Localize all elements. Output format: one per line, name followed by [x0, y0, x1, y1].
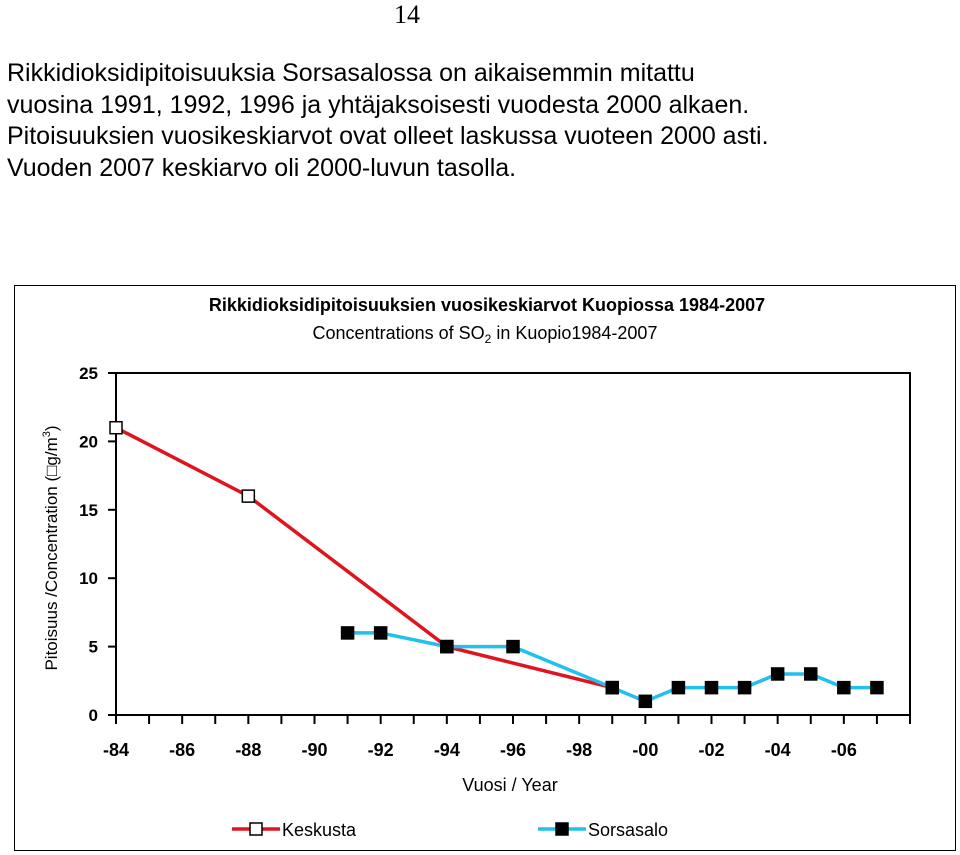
legend-marker: [249, 822, 263, 836]
y-tick-label: 10: [79, 569, 98, 588]
page-number: 14: [394, 0, 420, 29]
legend-label: Sorsasalo: [588, 820, 668, 840]
x-tick-label: -98: [566, 740, 592, 760]
legend-marker: [555, 822, 569, 836]
data-point-sorsasalo: [373, 626, 388, 640]
data-point-keskusta: [109, 420, 123, 435]
y-axis-label: Pitoisuus /Concentration (□g/m3): [41, 425, 61, 670]
data-point-sorsasalo: [804, 667, 818, 681]
paragraph-line: Rikkidioksidipitoisuuksia Sorsasalossa o…: [7, 59, 695, 87]
x-tick-label: -02: [698, 740, 724, 760]
paragraph-line: vuosina 1991, 1992, 1996 ja yhtäjaksoise…: [7, 90, 750, 119]
x-tick-label: -90: [301, 740, 327, 760]
x-tick-label: -04: [765, 740, 791, 760]
x-tick-label: -88: [235, 740, 261, 760]
data-point-sorsasalo: [870, 680, 884, 695]
data-point-sorsasalo: [340, 626, 355, 640]
y-tick-label: 25: [79, 364, 98, 383]
y-tick-label: 5: [89, 638, 98, 657]
data-point-keskusta: [241, 489, 256, 503]
data-point-sorsasalo: [506, 639, 520, 654]
paragraph-line: Vuoden 2007 keskiarvo oli 2000-luvun tas…: [7, 153, 517, 182]
x-axis-label: Vuosi / Year: [462, 775, 557, 795]
chart-subtitle: Concentrations of SO2 in Kuopio1984-2007: [313, 323, 658, 346]
data-point-sorsasalo: [770, 667, 785, 681]
data-point-sorsasalo: [671, 680, 686, 695]
x-tick-label: -96: [500, 740, 526, 760]
x-tick-label: -84: [103, 740, 129, 760]
series-line-keskusta: [115, 426, 613, 690]
x-tick-label: -06: [831, 740, 857, 760]
legend-label: Keskusta: [282, 820, 357, 840]
x-tick-label: -00: [632, 740, 658, 760]
intro-paragraph: Rikkidioksidipitoisuuksia Sorsasalossa o…: [7, 58, 952, 184]
y-tick-label: 20: [79, 432, 98, 451]
paragraph-line: Pitoisuuksien vuosikeskiarvot ovat ollee…: [7, 122, 769, 150]
data-point-sorsasalo: [440, 639, 454, 654]
chart-title: Rikkidioksidipitoisuuksien vuosikeskiarv…: [209, 295, 765, 315]
y-tick-label: 0: [89, 706, 98, 725]
y-tick-label: 15: [79, 501, 98, 520]
x-tick-label: -94: [434, 740, 460, 760]
x-tick-label: -92: [368, 740, 394, 760]
chart-frame: [14, 285, 956, 851]
data-point-sorsasalo: [704, 680, 719, 695]
x-tick-label: -86: [169, 740, 195, 760]
data-point-sorsasalo: [737, 680, 752, 695]
data-point-sorsasalo: [638, 694, 653, 709]
data-point-sorsasalo: [837, 680, 851, 695]
data-point-sorsasalo: [605, 680, 619, 695]
